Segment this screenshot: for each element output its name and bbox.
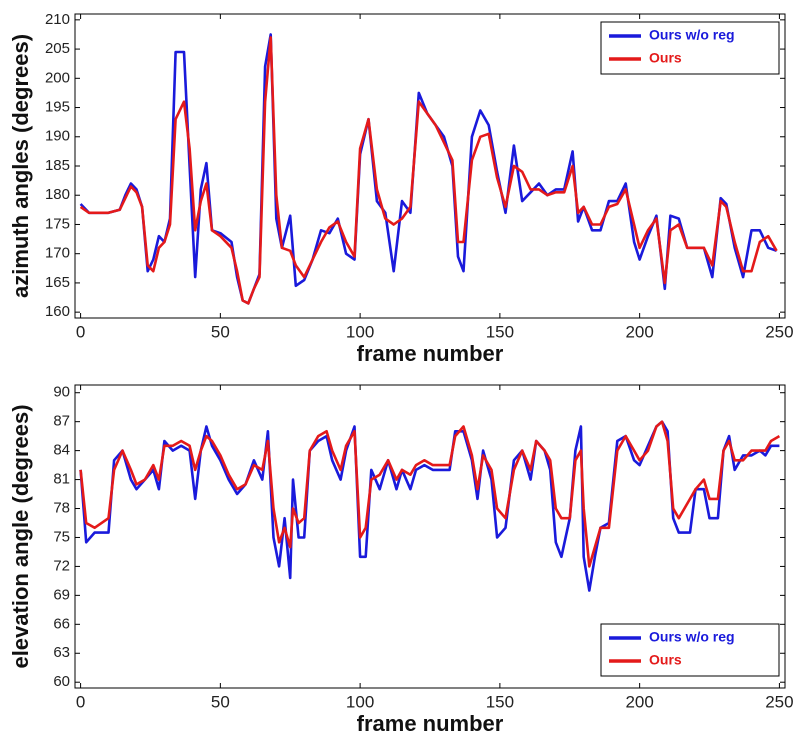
y-tick-label: 90 [53, 384, 70, 401]
series-line [79, 36, 778, 305]
x-axis-label: frame number [357, 341, 504, 366]
y-tick-label: 170 [45, 245, 70, 262]
y-tick-label: 190 [45, 128, 70, 145]
x-tick-label: 100 [346, 322, 374, 341]
y-tick-label: 60 [53, 673, 70, 690]
y-tick-label: 205 [45, 40, 70, 57]
legend-label: Ours [649, 652, 682, 668]
y-tick-label: 175 [45, 215, 70, 232]
y-tick-label: 87 [53, 413, 70, 430]
y-tick-label: 69 [53, 586, 70, 603]
y-tick-label: 185 [45, 157, 70, 174]
y-axis-label: elevation angle (degrees) [8, 404, 33, 668]
x-tick-label: 200 [625, 692, 653, 711]
y-tick-label: 72 [53, 557, 70, 574]
y-tick-label: 81 [53, 471, 70, 488]
legend [600, 21, 780, 75]
legend-label: Ours [649, 50, 682, 66]
y-tick-label: 84 [53, 442, 70, 459]
y-tick-label: 210 [45, 11, 70, 28]
y-tick-label: 200 [45, 69, 70, 86]
y-tick-label: 160 [45, 303, 70, 320]
x-axis-label: frame number [357, 711, 504, 736]
y-tick-label: 66 [53, 615, 70, 632]
y-axis-label: azimuth angles (degrees) [8, 34, 33, 298]
series-line [79, 420, 781, 568]
x-tick-label: 150 [486, 322, 514, 341]
x-tick-label: 200 [625, 322, 653, 341]
y-tick-label: 195 [45, 99, 70, 116]
legend-label: Ours w/o reg [649, 27, 735, 43]
y-tick-label: 63 [53, 644, 70, 661]
x-tick-label: 50 [211, 692, 230, 711]
y-tick-label: 165 [45, 274, 70, 291]
x-tick-label: 150 [486, 692, 514, 711]
x-tick-label: 50 [211, 322, 230, 341]
x-tick-label: 250 [765, 692, 793, 711]
y-tick-label: 180 [45, 186, 70, 203]
x-tick-label: 100 [346, 692, 374, 711]
x-tick-label: 0 [76, 322, 85, 341]
legend-label: Ours w/o reg [649, 629, 735, 645]
y-tick-label: 78 [53, 499, 70, 516]
x-tick-label: 250 [765, 322, 793, 341]
legend [600, 623, 780, 677]
y-tick-label: 75 [53, 528, 70, 545]
x-tick-label: 0 [76, 692, 85, 711]
